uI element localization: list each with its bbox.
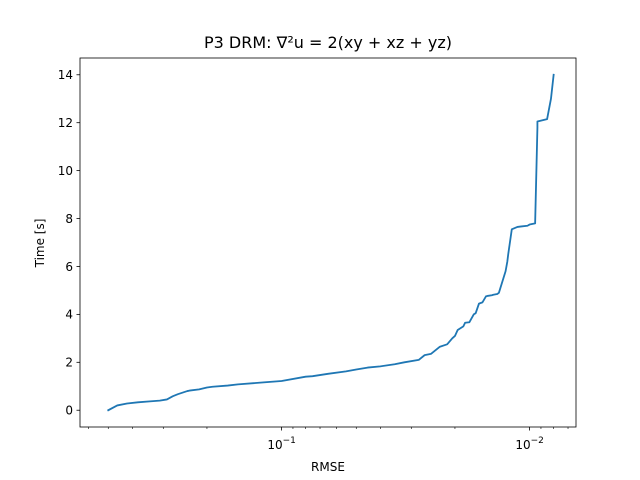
series-line-0 bbox=[107, 73, 555, 412]
plot-area bbox=[79, 57, 577, 428]
x-axis-label: RMSE bbox=[311, 460, 345, 474]
y-tick-label: 4 bbox=[65, 308, 73, 322]
y-tick-label: 6 bbox=[65, 260, 73, 274]
y-tick-label: 10 bbox=[58, 164, 73, 178]
y-tick-label: 2 bbox=[65, 356, 73, 370]
y-axis: 0 2 4 6 8 10 12 14 bbox=[58, 68, 80, 418]
axes-frame bbox=[79, 57, 577, 428]
x-tick-label: 10−1 bbox=[267, 436, 296, 452]
y-tick-label: 12 bbox=[58, 116, 73, 130]
y-axis-label: Time [s] bbox=[33, 219, 47, 269]
x-tick-label: 10−2 bbox=[515, 436, 544, 452]
x-axis: 10−1 10−2 bbox=[88, 427, 569, 452]
y-tick-label: 8 bbox=[65, 212, 73, 226]
y-tick-label: 0 bbox=[65, 404, 73, 418]
y-tick-label: 14 bbox=[58, 68, 73, 82]
series-layer bbox=[107, 73, 555, 412]
chart-title: P3 DRM: ∇²u = 2(xy + xz + yz) bbox=[204, 33, 452, 52]
